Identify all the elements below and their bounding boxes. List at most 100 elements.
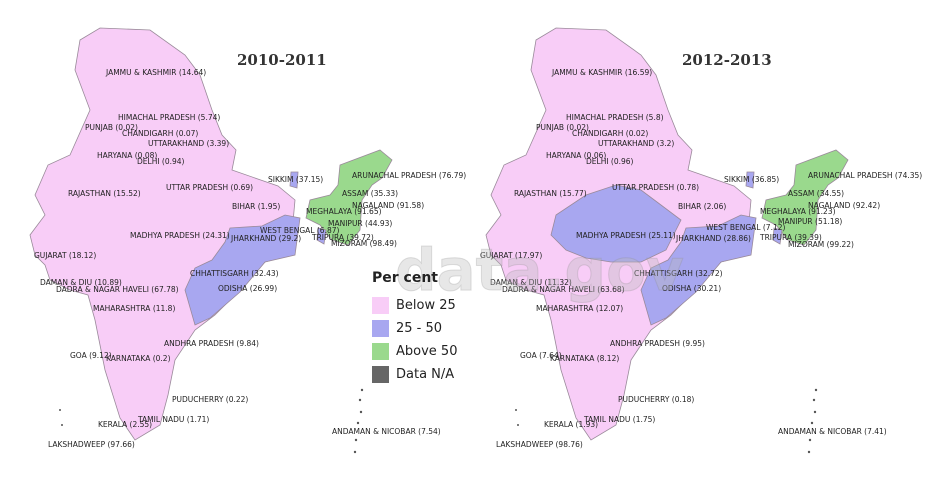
label-hr: HARYANA (0.08): [97, 151, 157, 160]
label-ga: GOA (9.12): [70, 351, 112, 360]
central-east-region: [640, 214, 757, 326]
legend-swatch: [372, 343, 389, 360]
legend-item-above-50: Above 50: [372, 340, 482, 363]
label-rj: RAJASTHAN (15.77): [514, 189, 587, 198]
label-br: BIHAR (1.95): [232, 202, 280, 211]
legend-swatch: [372, 320, 389, 337]
label-uk: UTTARAKHAND (3.2): [598, 139, 674, 148]
state-labels: JAMMU & KASHMIR (14.64) HIMACHAL PRADESH…: [34, 68, 466, 449]
label-ld: LAKSHADWEEP (98.76): [496, 440, 583, 449]
label-dd: DAMAN & DIU (11.32): [490, 278, 572, 287]
label-jh: JHARKHAND (28.86): [675, 234, 751, 243]
northeast-region: [761, 149, 849, 246]
label-mz: MIZORAM (99.22): [788, 240, 854, 249]
label-ka: KARNATAKA (8.12): [550, 354, 619, 363]
label-ml: MEGHALAYA (91.65): [306, 207, 382, 216]
label-od: ODISHA (30.21): [662, 284, 721, 293]
legend-label: Data N/A: [396, 367, 455, 382]
island-dots: [515, 388, 818, 454]
label-br: BIHAR (2.06): [678, 202, 726, 211]
label-gj: GUJARAT (18.12): [34, 251, 96, 260]
label-od: ODISHA (26.99): [218, 284, 277, 293]
label-tn: TAMIL NADU (1.71): [137, 415, 209, 424]
label-dn: DADRA & NAGAR HAVELI (63.68): [502, 285, 625, 294]
legend: Per cent Below 25 25 - 50 Above 50 Data …: [372, 270, 482, 386]
sikkim-region: [745, 171, 755, 189]
label-py: PUDUCHERRY (0.18): [618, 395, 694, 404]
label-mn: MANIPUR (51.18): [778, 217, 842, 226]
label-nl: NAGALAND (92.42): [808, 201, 880, 210]
label-mp: MADHYA PRADESH (24.31): [130, 231, 230, 240]
label-tr: TRIPURA (39.72): [311, 233, 374, 242]
label-rj: RAJASTHAN (15.52): [68, 189, 141, 198]
label-tr: TRIPURA (39.39): [759, 233, 822, 242]
label-sk: SIKKIM (36.85): [724, 175, 779, 184]
label-uk: UTTARAKHAND (3.39): [148, 139, 229, 148]
label-gj: GUJARAT (17.97): [480, 251, 542, 260]
label-up: UTTAR PRADESH (0.78): [612, 183, 699, 192]
map-panel-2010-2011: 2010-2011 JAMMU & KASHMIR (14.64) HIMACH…: [29, 27, 466, 454]
label-ap: ANDHRA PRADESH (9.95): [610, 339, 705, 348]
legend-item-data-na: Data N/A: [372, 363, 482, 386]
legend-swatch: [372, 297, 389, 314]
label-dd: DAMAN & DIU (10.89): [40, 278, 122, 287]
label-ml: MEGHALAYA (91.23): [760, 207, 836, 216]
label-ld: LAKSHADWEEP (97.66): [48, 440, 135, 449]
legend-label: Below 25: [396, 298, 456, 313]
label-an: ANDAMAN & NICOBAR (7.54): [332, 427, 441, 436]
label-pb: PUNJAB (0.02): [85, 123, 138, 132]
year-title: 2012-2013: [682, 51, 772, 69]
label-an: ANDAMAN & NICOBAR (7.41): [778, 427, 887, 436]
label-jk: JAMMU & KASHMIR (14.64): [105, 68, 206, 77]
india-map-2012-2013: 2012-2013 JAMMU & KASHMIR (16.59) HIMACH…: [480, 27, 922, 454]
legend-label: 25 - 50: [396, 321, 443, 336]
label-mh: MAHARASHTRA (12.07): [536, 304, 623, 313]
legend-item-below-25: Below 25: [372, 294, 482, 317]
sikkim-region: [289, 171, 299, 189]
tripura-region: [316, 227, 327, 245]
state-labels: JAMMU & KASHMIR (16.59) HIMACHAL PRADESH…: [480, 68, 922, 449]
label-mz: MIZORAM (98.49): [331, 239, 397, 248]
label-dl: DELHI (0.96): [586, 157, 634, 166]
label-wb: WEST BENGAL (7.12): [706, 223, 786, 232]
central-east-region: [184, 214, 301, 326]
label-pb: PUNJAB (0.02): [536, 123, 589, 132]
tripura-region: [772, 227, 783, 245]
label-as: ASSAM (34.55): [788, 189, 844, 198]
label-ar: ARUNACHAL PRADESH (74.35): [808, 171, 922, 180]
label-cg: CHHATTISGARH (32.72): [634, 269, 723, 278]
map-panel-2012-2013: 2012-2013 JAMMU & KASHMIR (16.59) HIMACH…: [466, 0, 932, 500]
label-ka: KARNATAKA (0.2): [106, 354, 171, 363]
label-nl: NAGALAND (91.58): [352, 201, 424, 210]
label-ar: ARUNACHAL PRADESH (76.79): [352, 171, 466, 180]
label-ch: CHANDIGARH (0.02): [572, 129, 648, 138]
label-cg: CHHATTISGARH (32.43): [190, 269, 279, 278]
northeast-region: [305, 149, 393, 246]
label-hr: HARYANA (0.06): [546, 151, 606, 160]
label-kl: KERALA (2.55): [98, 420, 152, 429]
year-title: 2010-2011: [237, 51, 327, 69]
label-ch: CHANDIGARH (0.07): [122, 129, 198, 138]
label-py: PUDUCHERRY (0.22): [172, 395, 248, 404]
label-tn: TAMIL NADU (1.75): [583, 415, 655, 424]
label-mp: MADHYA PRADESH (25.11): [576, 231, 676, 240]
label-wb: WEST BENGAL (6.87): [260, 226, 340, 235]
label-sk: SIKKIM (37.15): [268, 175, 323, 184]
legend-title: Per cent: [372, 270, 438, 286]
india-map-2010-2011: 2010-2011 JAMMU & KASHMIR (14.64) HIMACH…: [29, 27, 466, 454]
label-dl: DELHI (0.94): [137, 157, 185, 166]
label-hp: HIMACHAL PRADESH (5.74): [118, 113, 220, 122]
madhya-pradesh-region: [550, 184, 682, 263]
legend-swatch: [372, 366, 389, 383]
legend-item-25-50: 25 - 50: [372, 317, 482, 340]
label-mn: MANIPUR (44.93): [328, 219, 392, 228]
legend-label: Above 50: [396, 344, 458, 359]
label-jh: JHARKHAND (29.2): [230, 234, 301, 243]
label-kl: KERALA (1.93): [544, 420, 598, 429]
label-up: UTTAR PRADESH (0.69): [166, 183, 253, 192]
label-as: ASSAM (35.33): [342, 189, 398, 198]
label-mh: MAHARASHTRA (11.8): [93, 304, 175, 313]
label-jk: JAMMU & KASHMIR (16.59): [551, 68, 652, 77]
label-ap: ANDHRA PRADESH (9.84): [164, 339, 259, 348]
mainland-region: [29, 27, 296, 441]
